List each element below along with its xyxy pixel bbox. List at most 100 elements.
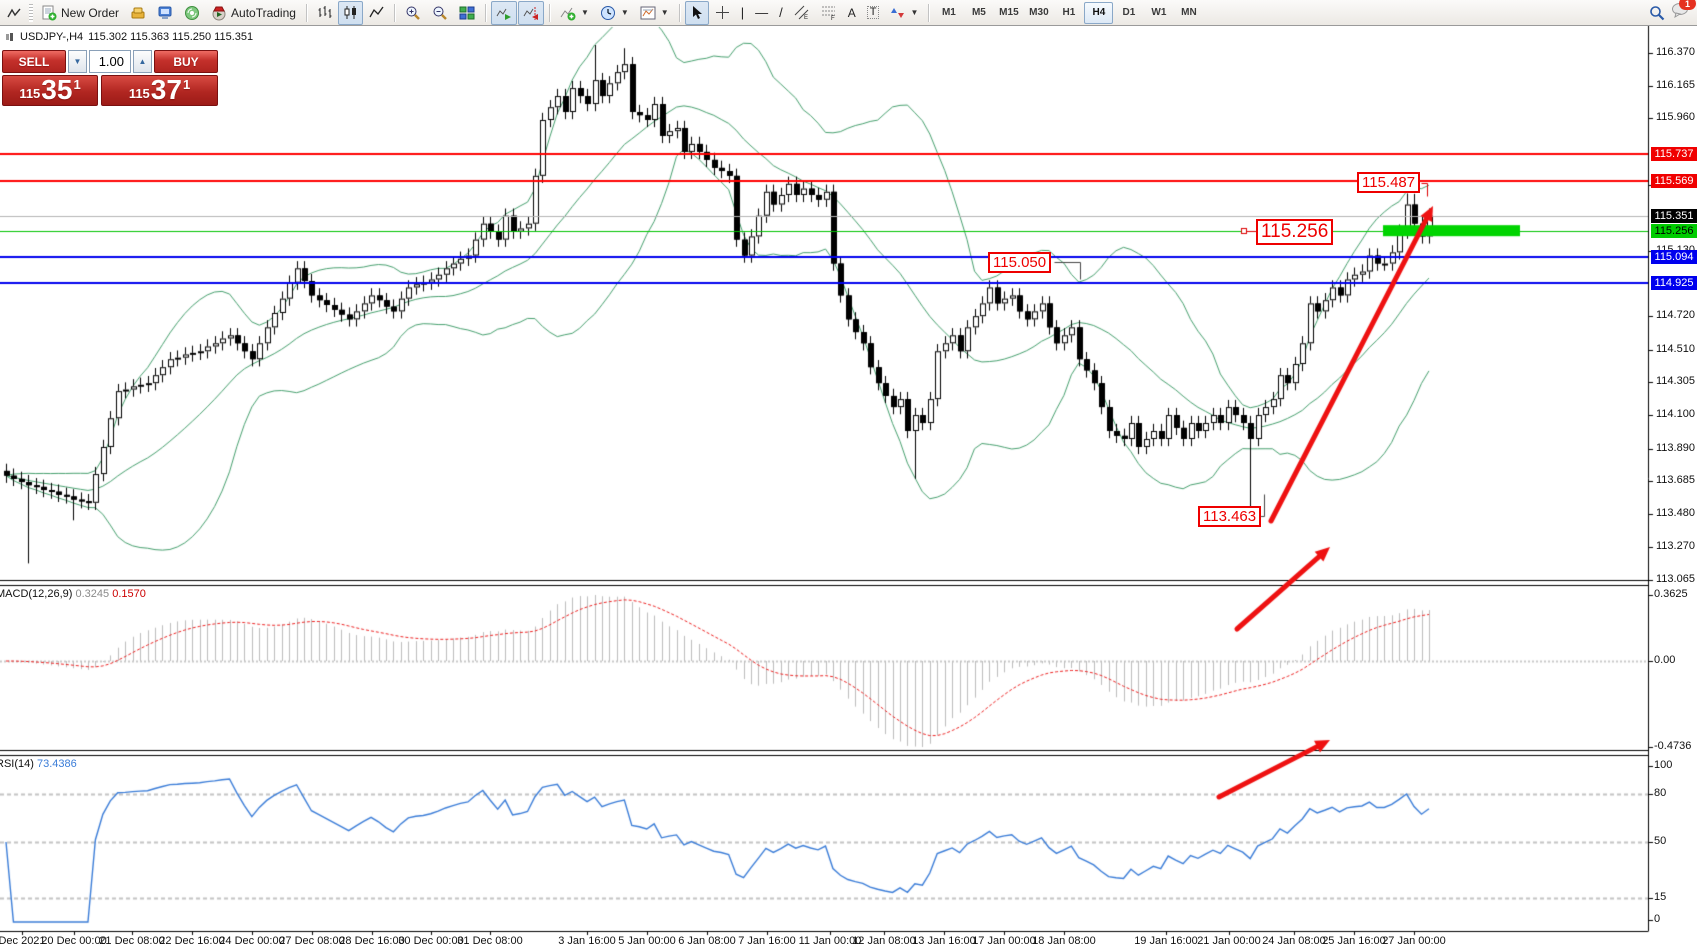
trendline-icon: /	[779, 5, 783, 20]
news-button[interactable]	[179, 1, 205, 25]
timeframe-button-M30[interactable]: M30	[1029, 7, 1049, 18]
autotrading-button[interactable]: AutoTrading	[206, 1, 301, 25]
buy-price-display[interactable]: 115 37 1	[101, 75, 218, 106]
price-callout-label[interactable]: 115.256	[1256, 219, 1334, 245]
zoom-in-button[interactable]	[400, 1, 426, 25]
chart-ohlc-header: USDJPY-,H4 115.302 115.363 115.250 115.3…	[5, 31, 253, 43]
new-order-button[interactable]: New Order	[36, 1, 124, 25]
price-line-tag[interactable]: 115.256	[1651, 224, 1697, 238]
buy-price-figure: 115	[128, 86, 150, 101]
text-tool-button[interactable]: A	[843, 1, 861, 25]
trade-panel-top-row: SELL ▼ 1.00 ▲ BUY	[2, 50, 218, 73]
macd-signal-value: 0.1570	[112, 588, 146, 600]
price-line-tag[interactable]: 115.737	[1651, 147, 1697, 161]
notification-badge: 1	[1679, 0, 1696, 10]
horizontal-line-icon: —	[755, 5, 769, 20]
timeframe-button-MN[interactable]: MN	[1181, 7, 1197, 18]
text-icon: A	[847, 5, 856, 20]
timeframe-button-M1[interactable]: M1	[941, 7, 956, 18]
indicators-button[interactable]: ▼	[555, 1, 594, 25]
market-button[interactable]	[125, 1, 151, 25]
text-label-tool-button[interactable]: T	[862, 1, 885, 25]
price-callout-label[interactable]: 115.487	[1357, 172, 1421, 194]
price-line-tag[interactable]: 114.925	[1651, 276, 1697, 290]
vertical-line-tool-button[interactable]: |	[736, 1, 749, 25]
clock-icon	[600, 5, 615, 20]
bar-chart-button[interactable]	[312, 1, 337, 25]
timeframe-button-M15[interactable]: M15	[999, 7, 1019, 18]
search-icon[interactable]	[1649, 5, 1665, 21]
sell-price-pips: 35	[41, 74, 73, 105]
lot-increase-button[interactable]: ▲	[133, 50, 152, 73]
sell-button[interactable]: SELL	[2, 50, 66, 73]
timeframe-button-D1[interactable]: D1	[1122, 7, 1136, 18]
bar-chart-icon	[318, 6, 332, 18]
zoom-out-button[interactable]	[427, 1, 453, 25]
price-line-tag[interactable]: 115.569	[1651, 174, 1697, 188]
chart-ohlc-values: 115.302 115.363 115.250 115.351	[88, 31, 254, 43]
lot-size-input[interactable]: 1.00	[89, 50, 131, 73]
crosshair-tool-button[interactable]	[710, 1, 735, 25]
timeframe-group: M1 M5 M15 M30 H1 H4 D1 W1 MN	[934, 1, 1203, 24]
separator	[305, 3, 307, 22]
dropdown-caret: ▼	[580, 8, 589, 17]
auto-scroll-button[interactable]	[490, 0, 517, 25]
toolbar-grip	[29, 3, 33, 22]
auto-scroll-icon	[496, 8, 511, 20]
cursor-tool-button[interactable]	[684, 0, 709, 25]
macd-name: MACD(12,26,9)	[0, 588, 73, 600]
tile-windows-button[interactable]	[454, 1, 480, 25]
market-icon	[131, 7, 145, 18]
indicators-icon	[560, 7, 576, 20]
buy-button[interactable]: BUY	[154, 50, 218, 73]
periods-button[interactable]: ▼	[595, 1, 634, 25]
text-label-icon: T	[866, 6, 880, 19]
templates-button[interactable]: ▼	[635, 1, 674, 25]
macd-main-value: 0.3245	[75, 588, 110, 600]
fibonacci-icon: F	[821, 6, 835, 20]
arrows-icon	[891, 7, 905, 18]
separator	[484, 3, 486, 22]
channel-tool-button[interactable]: E	[789, 1, 815, 25]
candlestick-icon	[344, 6, 356, 19]
chart-window-icon[interactable]	[2, 1, 26, 25]
toolbar: New Order	[0, 0, 1697, 26]
chart-canvas[interactable]	[0, 26, 1697, 946]
signals-icon	[158, 6, 172, 19]
separator	[678, 3, 680, 22]
arrows-tool-button[interactable]: ▼	[885, 1, 923, 25]
price-line-tag[interactable]: 115.094	[1651, 250, 1697, 264]
trendline-tool-button[interactable]: /	[774, 1, 788, 25]
timeframe-button-H1[interactable]: H1	[1062, 7, 1076, 18]
chart-window-mini-icon	[6, 33, 13, 41]
macd-indicator-label: MACD(12,26,9) 0.3245 0.1570	[0, 588, 146, 600]
chart-shift-icon	[523, 7, 538, 20]
timeframe-button-H4[interactable]: H4	[1084, 1, 1114, 24]
line-chart-button[interactable]	[364, 1, 389, 25]
chart-region: USDJPY-,H4 115.302 115.363 115.250 115.3…	[0, 26, 1697, 946]
broadcast-icon	[185, 5, 200, 20]
candlestick-chart-button[interactable]	[337, 0, 363, 25]
dropdown-caret: ▼	[620, 8, 629, 17]
rsi-indicator-label: RSI(14) 73.4386	[0, 758, 77, 770]
price-line-tag[interactable]: 115.351	[1651, 209, 1697, 223]
fibonacci-tool-button[interactable]: F	[816, 1, 842, 25]
price-callout-label[interactable]: 113.463	[1198, 506, 1262, 528]
autotrading-label: AutoTrading	[231, 5, 296, 20]
chart-shift-button[interactable]	[517, 0, 544, 25]
one-click-trading-panel: SELL ▼ 1.00 ▲ BUY 115 35 1 115 37 1	[2, 50, 218, 106]
crosshair-icon	[715, 6, 729, 19]
horizontal-line-tool-button[interactable]: —	[750, 1, 773, 25]
rsi-value: 73.4386	[36, 758, 77, 770]
new-order-label: New Order	[61, 5, 120, 20]
price-callout-label[interactable]: 115.050	[988, 252, 1052, 274]
tile-windows-icon	[459, 6, 475, 19]
timeframe-button-M5[interactable]: M5	[971, 7, 986, 18]
signals-button[interactable]	[152, 1, 178, 25]
lot-decrease-button[interactable]: ▼	[68, 50, 87, 73]
sell-price-display[interactable]: 115 35 1	[2, 75, 98, 106]
timeframe-button-W1[interactable]: W1	[1151, 7, 1167, 18]
new-order-icon	[42, 5, 57, 20]
chat-button[interactable]: 1	[1671, 0, 1696, 23]
